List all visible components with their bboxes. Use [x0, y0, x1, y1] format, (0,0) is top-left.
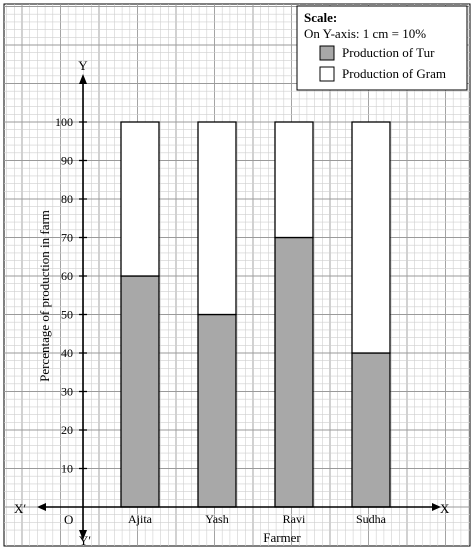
x-axis-title: Farmer — [263, 530, 301, 545]
bar-ravi-gram — [274, 121, 314, 239]
y-axis-neg-label: Y′ — [79, 533, 91, 548]
y-tick-label-20: 20 — [61, 423, 73, 437]
figure-border — [3, 3, 471, 547]
legend-label-gram: Production of Gram — [342, 66, 446, 81]
x-axis-neg-label: X′ — [14, 501, 26, 516]
x-axis-end-label: X — [440, 501, 450, 516]
x-tick-label-ravi: Ravi — [283, 512, 306, 526]
bar-yash-gram — [197, 121, 237, 316]
bar-ajita-tur — [120, 275, 160, 508]
legend: Scale: On Y-axis: 1 cm = 10% Production … — [296, 5, 468, 91]
y-tick-label-10: 10 — [61, 462, 73, 476]
bar-sudha-tur — [351, 352, 391, 508]
y-axis-arrow-down — [79, 530, 87, 540]
bar-sudha-gram — [351, 121, 391, 354]
y-tick-label-90: 90 — [61, 154, 73, 168]
legend-swatch-tur — [319, 45, 335, 61]
y-tick-label-50: 50 — [61, 308, 73, 322]
x-tick-label-sudha: Sudha — [356, 512, 387, 526]
y-tick-label-60: 60 — [61, 269, 73, 283]
bar-ravi-tur — [274, 236, 314, 508]
y-tick-label-80: 80 — [61, 192, 73, 206]
legend-scale-text: On Y-axis: 1 cm = 10% — [304, 26, 426, 41]
legend-label-tur: Production of Tur — [342, 45, 435, 60]
y-axis-title: Percentage of production in farm — [37, 210, 52, 382]
x-tick-label-yash: Yash — [205, 512, 228, 526]
bar-ajita-gram — [120, 121, 160, 277]
origin-label: O — [64, 512, 73, 527]
legend-swatch-gram — [319, 66, 335, 82]
x-axis-arrow-left — [37, 503, 46, 511]
y-axis-end-label: Y — [78, 58, 88, 73]
axes: X X′ Y Y′ O — [14, 58, 450, 548]
legend-title: Scale: — [304, 10, 337, 25]
bars — [120, 121, 391, 508]
bar-yash-tur — [197, 313, 237, 508]
y-tick-label-30: 30 — [61, 385, 73, 399]
y-tick-label-100: 100 — [55, 115, 73, 129]
x-axis-arrow-right — [432, 503, 441, 511]
x-tick-labels: Ajita Yash Ravi Sudha — [128, 512, 387, 526]
x-tick-label-ajita: Ajita — [128, 512, 153, 526]
y-tick-label-40: 40 — [61, 346, 73, 360]
y-axis-arrow-up — [79, 74, 87, 84]
y-tick-label-70: 70 — [61, 231, 73, 245]
y-tick-labels: 10 20 30 40 50 60 70 80 90 100 — [55, 115, 87, 476]
